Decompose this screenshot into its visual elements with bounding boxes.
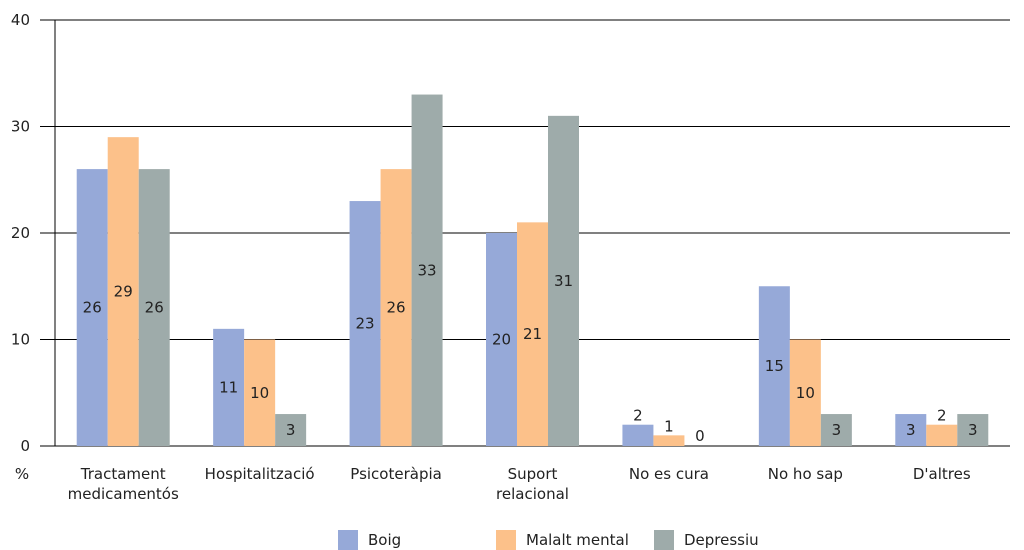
value-label-4-0: 2	[633, 407, 643, 425]
category-label-3-0: Suport	[508, 465, 558, 483]
bar-3-1	[517, 222, 548, 446]
value-label-3-2: 31	[554, 272, 573, 290]
y-tick-label-10: 10	[11, 331, 30, 349]
bar-5-0	[758, 286, 790, 446]
legend: Boig Malalt mental Depressiu	[0, 530, 1024, 550]
legend-swatch-depressiu	[654, 530, 674, 550]
legend-swatch-boig	[338, 530, 358, 550]
category-label-6-0: D'altres	[913, 465, 971, 483]
category-label-3-1: relacional	[496, 485, 569, 503]
bar-0-1	[107, 137, 139, 446]
bar-0-2	[138, 169, 170, 446]
bar-3-2	[548, 115, 579, 446]
category-label-2-0: Psicoteràpia	[350, 465, 442, 483]
bar-5-1	[789, 339, 821, 446]
bar-1-2	[275, 414, 307, 446]
value-label-5-1: 10	[796, 384, 815, 402]
value-label-1-1: 10	[250, 384, 269, 402]
legend-label-malalt-mental: Malalt mental	[526, 531, 629, 549]
y-tick-label-20: 20	[11, 224, 30, 242]
value-label-0-2: 26	[145, 299, 164, 317]
legend-swatch-malalt-mental	[496, 530, 516, 550]
bar-5-2	[820, 414, 852, 446]
value-label-1-0: 11	[219, 378, 238, 396]
bar-6-1	[926, 424, 958, 446]
value-label-6-0: 3	[906, 421, 916, 439]
unit-label: %	[15, 465, 29, 483]
value-label-3-1: 21	[523, 325, 542, 343]
category-label-4-0: No es cura	[629, 465, 709, 483]
category-label-5-0: No ho sap	[768, 465, 843, 483]
bar-3-0	[486, 233, 517, 446]
value-label-4-2: 0	[695, 427, 705, 445]
bar-1-0	[213, 328, 245, 446]
y-tick-label-40: 40	[11, 11, 30, 29]
value-label-6-2: 3	[968, 421, 978, 439]
value-label-2-2: 33	[418, 261, 437, 279]
bar-4-1	[653, 435, 685, 446]
bar-0-0	[76, 169, 108, 446]
bar-chart: 010203040%262926Tractamentmedicamentós11…	[11, 11, 1010, 503]
bar-1-1	[244, 339, 276, 446]
legend-item-boig: Boig	[338, 530, 401, 550]
value-label-6-1: 2	[937, 407, 947, 425]
value-label-5-2: 3	[832, 421, 842, 439]
legend-label-boig: Boig	[368, 531, 402, 549]
value-label-3-0: 20	[492, 331, 511, 349]
category-label-1-0: Hospitalització	[205, 465, 315, 483]
legend-item-depressiu: Depressiu	[654, 530, 759, 550]
value-label-0-1: 29	[114, 283, 133, 301]
legend-label-depressiu: Depressiu	[684, 531, 759, 549]
y-tick-label-30: 30	[11, 118, 30, 136]
bar-2-0	[349, 201, 381, 446]
bar-6-0	[895, 414, 927, 446]
bar-2-1	[380, 169, 412, 446]
value-label-4-1: 1	[664, 417, 674, 435]
value-label-2-1: 26	[387, 299, 406, 317]
category-label-0-0: Tractament	[80, 465, 166, 483]
bar-6-2	[957, 414, 989, 446]
category-label-0-1: medicamentós	[68, 485, 179, 503]
bar-2-2	[411, 94, 443, 447]
legend-item-malalt-mental: Malalt mental	[496, 530, 629, 550]
value-label-0-0: 26	[83, 299, 102, 317]
value-label-2-0: 23	[356, 315, 375, 333]
bar-4-0	[622, 424, 654, 446]
value-label-5-0: 15	[765, 357, 784, 375]
y-tick-label-0: 0	[20, 437, 30, 455]
value-label-1-2: 3	[286, 421, 296, 439]
